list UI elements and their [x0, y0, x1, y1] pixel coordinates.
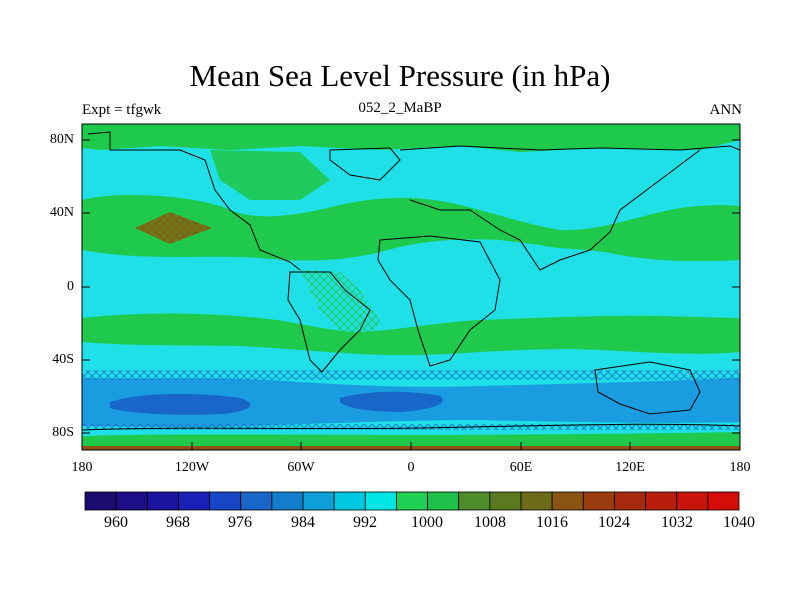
coastlines	[82, 131, 740, 431]
colorbar-box	[520, 491, 553, 511]
colorbar-box	[582, 491, 615, 511]
colorbar-box	[302, 491, 335, 511]
colorbar-label: 1016	[536, 514, 568, 531]
lat-label: 40S	[52, 352, 74, 367]
colorbar-box	[551, 491, 584, 511]
season-label: ANN	[709, 102, 743, 118]
coast-eurasia	[399, 145, 740, 271]
colorbar-label: 960	[104, 514, 128, 531]
lat-label: 0	[67, 279, 74, 294]
coast-australia	[594, 361, 701, 415]
lat-label: 80S	[52, 425, 74, 440]
coast-south-america	[287, 271, 371, 373]
map-title: Mean Sea Level Pressure (in hPa)	[189, 58, 611, 93]
colorbar-label: 992	[353, 514, 377, 531]
colorbar-label: 1008	[474, 514, 506, 531]
colorbar-label: 1040	[723, 514, 755, 531]
colorbar-box	[115, 491, 148, 511]
lon-label: 120W	[174, 460, 210, 475]
colorbar-box	[364, 491, 397, 511]
field-trough-core-pacific	[110, 393, 251, 415]
period-label: 052_2_MaBP	[358, 100, 442, 116]
lon-label: 120E	[615, 460, 645, 475]
coast-antarctica	[82, 423, 740, 431]
lon-label: 180	[71, 460, 93, 475]
lon-label: 60E	[509, 460, 533, 475]
colorbar-label: 968	[166, 514, 190, 531]
lat-label: 40N	[49, 205, 74, 220]
coast-africa	[377, 235, 501, 367]
colorbar-box	[427, 491, 460, 511]
colorbar-box	[333, 491, 366, 511]
colorbar-box	[209, 491, 242, 511]
colorbar-box	[240, 491, 273, 511]
colorbar-box	[396, 491, 428, 511]
colorbar-box	[458, 491, 491, 511]
field-arctic-high	[82, 124, 740, 152]
axis-ticks	[81, 139, 741, 450]
colorbar	[84, 491, 740, 511]
field-arctic-high-2	[210, 150, 330, 200]
field-north-subtropical-high	[82, 195, 740, 262]
colorbar-box	[614, 491, 646, 511]
experiment-label: Expt = tfgwk	[82, 102, 162, 118]
colorbar-box	[146, 491, 179, 511]
colorbar-label: 984	[291, 514, 315, 531]
colorbar-label: 1000	[411, 514, 443, 531]
lon-label: 0	[407, 460, 415, 475]
field-antarctic-high	[82, 432, 740, 450]
colorbar-box	[178, 491, 210, 511]
colorbar-box	[676, 491, 709, 511]
lon-label: 60W	[287, 460, 315, 475]
lon-label: 180	[729, 460, 751, 475]
map-field	[82, 124, 740, 450]
coast-north-america	[87, 131, 301, 271]
colorbar-box	[271, 491, 304, 511]
field-south-subtropical-high	[82, 313, 740, 356]
colorbar-box	[645, 491, 678, 511]
colorbar-box	[84, 491, 117, 511]
colorbar-label: 1032	[661, 514, 693, 531]
coast-greenland	[329, 147, 401, 181]
colorbar-box	[489, 491, 522, 511]
colorbar-label: 1024	[598, 514, 630, 531]
lat-label: 80N	[49, 132, 74, 147]
colorbar-label: 976	[228, 514, 252, 531]
field-trough-core-atlantic	[340, 391, 443, 412]
colorbar-box	[707, 491, 740, 511]
